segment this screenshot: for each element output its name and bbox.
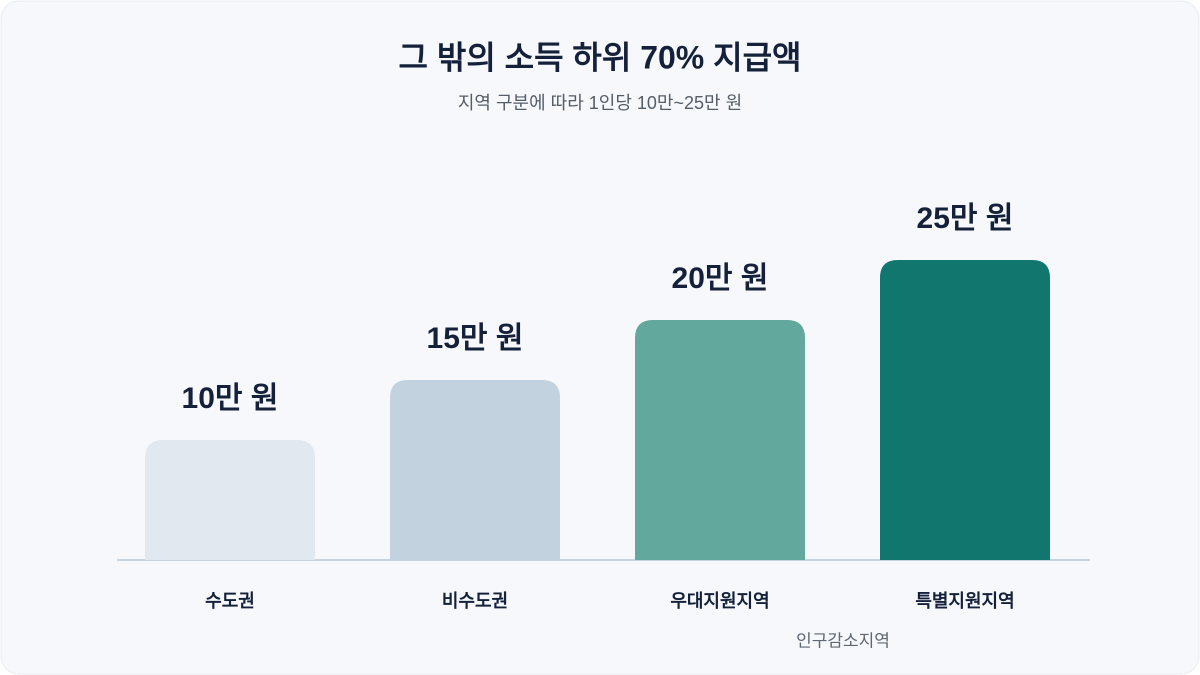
value-label: 15만 원: [427, 322, 524, 355]
chart-subtitle: 지역 구분에 따라 1인당 10만~25만 원: [458, 93, 742, 113]
category-label: 우대지원지역: [670, 591, 769, 611]
category-label: 특별지원지역: [915, 591, 1014, 611]
bar: [880, 260, 1050, 560]
bar: [145, 440, 315, 560]
value-label: 25만 원: [917, 202, 1014, 235]
value-label: 10만 원: [182, 382, 279, 415]
category-label: 수도권: [205, 591, 255, 611]
bar: [390, 380, 560, 560]
category-label: 비수도권: [442, 591, 508, 611]
chart-title: 그 밖의 소득 하위 70% 지급액: [399, 39, 802, 75]
annotation: 인구감소지역: [796, 631, 890, 650]
value-label: 20만 원: [672, 262, 769, 295]
bar: [635, 320, 805, 560]
